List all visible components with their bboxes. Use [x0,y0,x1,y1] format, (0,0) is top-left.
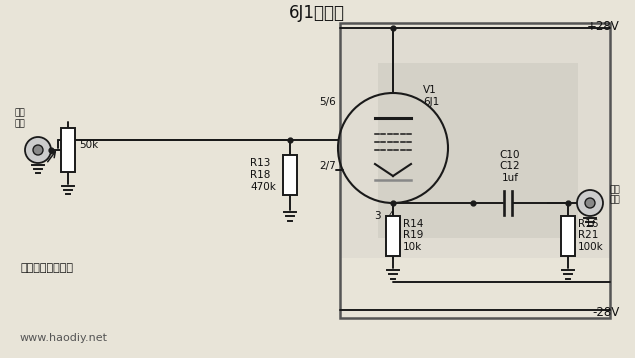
Text: 6J1阴屋级: 6J1阴屋级 [289,4,345,22]
Text: 音频
输入: 音频 输入 [15,108,25,128]
Circle shape [585,198,595,208]
Bar [61,128,75,172]
Text: 2/7: 2/7 [319,161,336,171]
Text: C10
C12
1uf: C10 C12 1uf [500,150,520,183]
Circle shape [25,137,51,163]
Text: www.haodiy.net: www.haodiy.net [20,333,108,343]
Text: 3  4: 3 4 [375,211,395,221]
Text: V1
6J1: V1 6J1 [423,85,439,107]
Bar [561,216,575,256]
Text: 50k: 50k [79,140,98,150]
Text: R16
R21
100k: R16 R21 100k [578,219,604,252]
Text: 5/6: 5/6 [319,97,336,107]
Circle shape [33,145,43,155]
Bar [340,23,610,318]
Circle shape [577,190,603,216]
Bar [283,155,297,195]
Bar [340,28,610,258]
Text: 音频
输出: 音频 输出 [610,185,621,205]
Bar [386,216,400,256]
Text: +28V: +28V [587,19,620,33]
Text: R13
R18
470k: R13 R18 470k [250,158,276,192]
Text: 另一声道相同，省: 另一声道相同，省 [20,263,73,273]
Bar [378,63,578,238]
Text: -28V: -28V [592,305,620,319]
Text: R14
R19
10k: R14 R19 10k [403,219,424,252]
